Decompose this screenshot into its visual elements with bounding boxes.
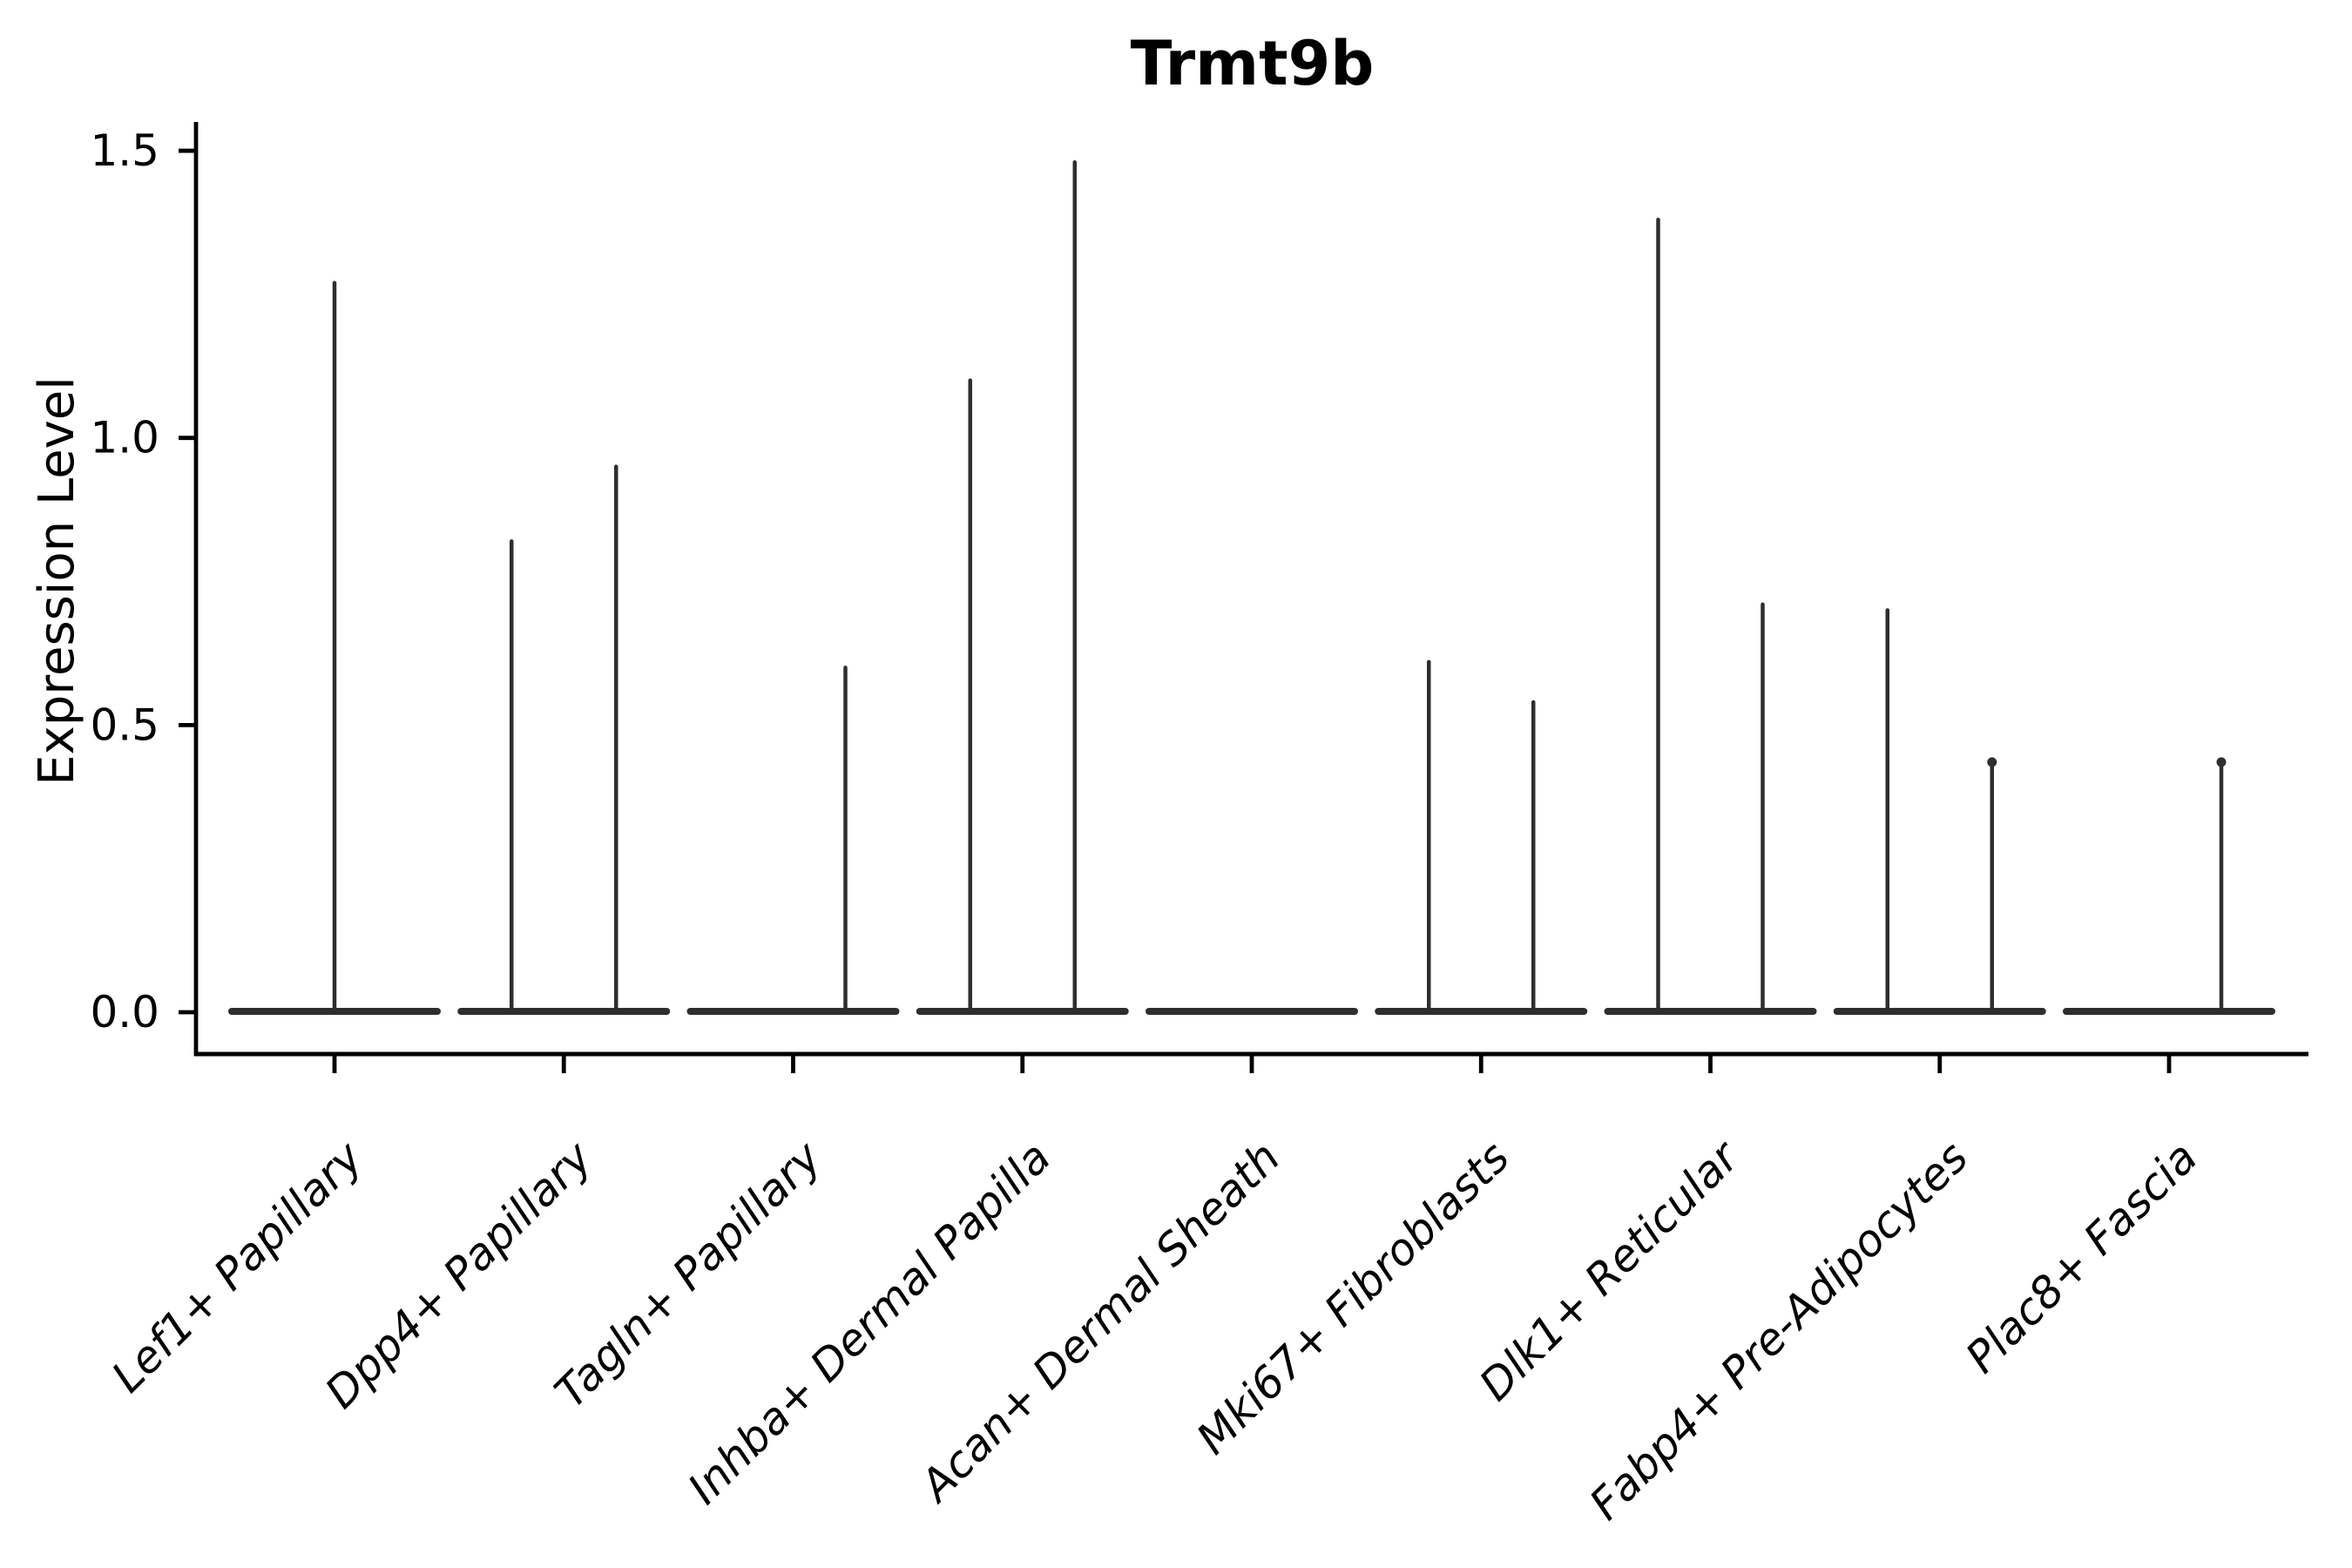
- y-tick-label: 1.5: [90, 125, 159, 176]
- violin-spike-tip: [1987, 757, 1997, 767]
- x-tick-label: Acan+ Dermal Sheath: [909, 1132, 1290, 1512]
- y-tick-label: 0.0: [90, 987, 159, 1037]
- x-tick-label: Plac8+ Fascia: [1957, 1132, 2207, 1382]
- x-tick-label: Inhba+ Dermal Papilla: [679, 1132, 1060, 1513]
- plot-title: Trmt9b: [1130, 28, 1375, 99]
- violin-spike-tip: [2216, 757, 2227, 767]
- y-tick-label: 0.5: [90, 700, 159, 750]
- y-tick-label: 1.0: [90, 413, 159, 463]
- x-tick-label: Lef1+ Papillary: [102, 1131, 373, 1402]
- x-tick-label: Fabp4+ Pre-Adipocytes: [1580, 1132, 1978, 1530]
